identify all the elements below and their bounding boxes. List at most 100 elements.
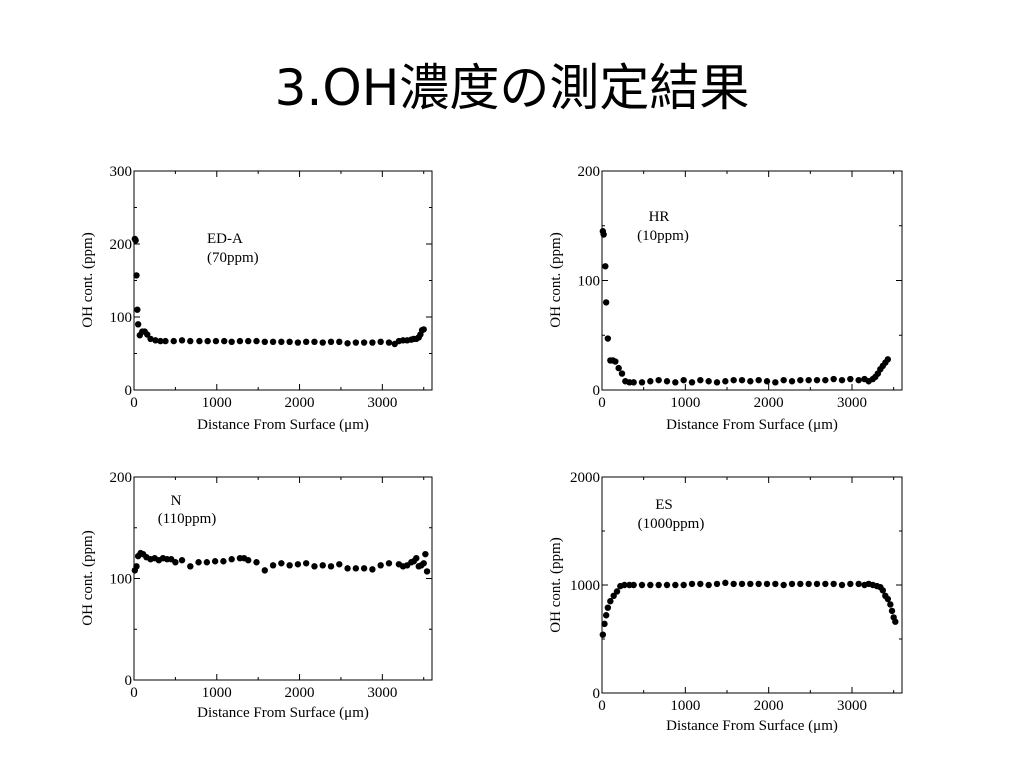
data-point <box>822 376 829 384</box>
data-point <box>838 581 846 589</box>
data-point <box>369 339 376 346</box>
plot-frame <box>133 170 433 391</box>
data-point <box>600 231 607 238</box>
data-point <box>172 559 179 566</box>
data-point <box>892 618 899 625</box>
tick-labels: 0 1000 2000 3000 0 100 200 300 <box>110 164 398 411</box>
data-point <box>319 562 326 569</box>
data-point <box>413 555 420 562</box>
y-tick-label: 0 <box>593 686 601 702</box>
y-tick-label: 200 <box>578 164 601 180</box>
data-point <box>680 376 687 384</box>
data-point <box>134 306 141 313</box>
tick-labels: 0 1000 2000 3000 0 100 200 <box>578 164 868 411</box>
data-point <box>236 337 244 345</box>
x-tick-label: 3000 <box>837 395 867 411</box>
data-point <box>610 592 617 599</box>
data-point <box>730 376 737 384</box>
data-point <box>813 580 821 588</box>
data-point <box>162 337 169 345</box>
y-axis-label: OH cont. (ppm) <box>548 232 564 327</box>
data-point <box>269 562 277 569</box>
data-point <box>697 580 704 588</box>
data-point <box>294 561 302 568</box>
data-point <box>599 631 607 638</box>
data-point <box>245 557 252 564</box>
data-point <box>663 378 671 385</box>
y-tick-label: 0 <box>125 383 133 399</box>
data-point <box>604 604 612 611</box>
annotation-line-1: ES <box>655 497 673 513</box>
data-point <box>747 580 754 588</box>
data-point <box>755 580 762 588</box>
chart-es: 0 1000 2000 3000 0 1000 2000 Distance From Sur… <box>548 470 903 734</box>
data-point <box>602 299 610 306</box>
data-point <box>360 339 368 346</box>
x-tick-label: 1000 <box>202 685 232 701</box>
data-point <box>170 337 177 345</box>
data-point <box>360 565 368 572</box>
data-point <box>884 356 892 363</box>
annotation-line-1: N <box>171 493 182 509</box>
data-point <box>286 562 293 569</box>
data-point <box>713 580 721 588</box>
data-point <box>813 376 821 384</box>
data-point <box>738 376 746 384</box>
data-point <box>655 376 662 384</box>
data-point <box>805 376 812 384</box>
data-point <box>147 335 154 343</box>
data-point <box>601 620 608 628</box>
data-point <box>879 587 887 594</box>
data-point <box>788 580 796 588</box>
data-point <box>385 560 393 567</box>
x-axis-label: Distance From Surface (μm) <box>666 417 838 433</box>
y-tick-label: 1000 <box>570 578 600 594</box>
y-axis-label: OH cont. (ppm) <box>80 232 96 327</box>
data-point <box>838 376 846 384</box>
data-point <box>621 581 628 589</box>
data-point <box>888 607 896 615</box>
annotation-line-2: (1000ppm) <box>638 516 705 532</box>
data-point <box>178 557 186 564</box>
data-point <box>780 376 787 384</box>
data-point <box>612 358 619 365</box>
data-point <box>604 335 612 342</box>
x-tick-label: 0 <box>130 395 138 411</box>
data-point <box>352 565 360 572</box>
y-tick-label: 0 <box>593 383 601 399</box>
x-tick-label: 0 <box>598 698 606 714</box>
x-axis-label: Distance From Surface (μm) <box>197 417 369 433</box>
data-point <box>847 580 854 588</box>
data-point <box>763 378 771 385</box>
x-tick-label: 3000 <box>367 395 397 411</box>
data-point <box>278 338 285 346</box>
y-tick-label: 300 <box>110 164 133 180</box>
annotation-line-1: HR <box>649 209 670 225</box>
data-point <box>377 562 384 569</box>
data-point <box>245 337 252 345</box>
tick-labels: 0 1000 2000 3000 0 1000 2000 <box>570 470 867 714</box>
data-point <box>688 580 696 588</box>
data-point <box>385 339 393 346</box>
data-point <box>420 560 427 567</box>
axis-ticks <box>133 170 432 391</box>
data-point <box>855 580 862 588</box>
data-point <box>630 581 637 589</box>
data-point <box>178 337 186 344</box>
data-point <box>203 559 211 566</box>
annotation-line-2: (70ppm) <box>207 250 259 266</box>
data-point <box>228 556 235 563</box>
data-point <box>638 379 646 386</box>
data-point <box>615 364 622 372</box>
data-point <box>607 598 614 605</box>
data-point <box>228 338 235 346</box>
data-point <box>602 612 610 619</box>
data-point <box>133 272 140 279</box>
data-point <box>730 580 737 588</box>
data-point <box>884 595 892 603</box>
data-point <box>423 568 431 575</box>
data-point <box>705 378 712 385</box>
data-point <box>830 580 837 588</box>
data-point <box>797 376 804 384</box>
data-point <box>294 339 302 346</box>
